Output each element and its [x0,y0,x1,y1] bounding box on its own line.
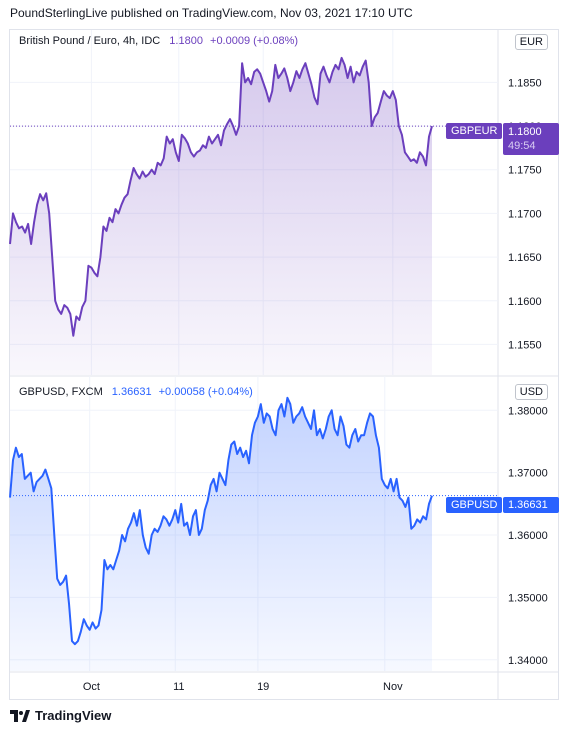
top-y-tick-label: 1.1650 [508,252,542,264]
bottom-y-tick-label: 1.36000 [508,530,548,542]
bottom-pane-legend: GBPUSD, FXCM 1.36631 +0.00058 (+0.04%) [19,386,253,398]
footer-brand-label: TradingView [35,708,112,723]
bottom-price-line [9,396,433,646]
top-y-tick-label: 1.1600 [508,296,542,308]
chart-frame [9,29,559,700]
top-price-tag-value: 1.1800 [508,126,542,138]
top-pane-change: +0.0009 (+0.08%) [210,35,299,47]
bottom-y-tick-label: 1.37000 [508,468,548,480]
top-area-fill [10,57,432,376]
top-y-tick-label: 1.1700 [508,208,542,220]
bottom-pane-change: +0.00058 (+0.04%) [158,386,253,398]
publisher-line: PoundSterlingLive published on TradingVi… [10,6,413,20]
top-pane-currency-unit[interactable]: EUR [514,34,548,50]
top-price-line [9,56,433,337]
top-price-tag-countdown: 49:54 [508,140,536,152]
top-pane-legend: British Pound / Euro, 4h, IDC 1.1800 +0.… [19,35,298,47]
top-pane-symbol-name: British Pound / Euro, 4h, IDC [19,35,161,47]
tradingview-logo-icon [10,709,30,722]
top-pane-last-value: 1.1800 [169,35,203,47]
bottom-symbol-tag: GBPUSD [446,497,503,513]
bottom-pane-last-value: 1.36631 [111,386,152,398]
bottom-pane-currency-unit[interactable]: USD [514,384,548,400]
x-tick-label: 19 [257,681,269,693]
bottom-y-tick-label: 1.35000 [508,592,548,604]
bottom-pane-symbol-name: GBPUSD, FXCM [19,386,103,398]
bottom-y-tick-label: 1.34000 [508,655,548,667]
top-y-tick-label: 1.1750 [508,165,542,177]
footer-brand[interactable]: TradingView [10,708,111,723]
x-tick-label: Nov [383,681,403,693]
top-symbol-tag: GBPEUR [446,123,503,139]
top-price-tag: 1.1800 49:54 [503,123,559,155]
top-y-tick-label: 1.1550 [508,339,542,351]
bottom-price-tag: 1.36631 [503,497,559,513]
x-tick-label: 11 [173,681,184,693]
bottom-area-fill [10,397,432,671]
bottom-y-tick-label: 1.38000 [508,405,548,417]
x-tick-label: Oct [83,681,100,693]
top-y-tick-label: 1.1850 [508,77,542,89]
